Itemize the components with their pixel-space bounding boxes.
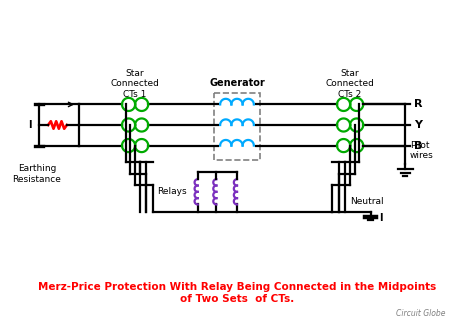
Text: B: B: [414, 140, 422, 151]
Text: Star
Connected
CTs 2: Star Connected CTs 2: [326, 69, 374, 99]
Text: Circuit Globe: Circuit Globe: [396, 308, 446, 318]
Text: Merz-Price Protection With Relay Being Connected in the Midpoints: Merz-Price Protection With Relay Being C…: [38, 282, 436, 292]
Text: Y: Y: [414, 120, 422, 130]
Text: R: R: [414, 99, 422, 110]
Text: Pilot
wires: Pilot wires: [410, 140, 434, 160]
Text: Generator: Generator: [209, 78, 265, 88]
Text: Earthing
Resistance: Earthing Resistance: [12, 164, 62, 184]
Text: I: I: [28, 120, 31, 130]
Text: Neutral: Neutral: [350, 197, 384, 206]
Bar: [214, 93, 260, 160]
Text: Relays: Relays: [157, 187, 187, 196]
Text: Star
Connected
CTs 1: Star Connected CTs 1: [110, 69, 160, 99]
Text: I: I: [379, 213, 383, 223]
Text: of Two Sets  of CTs.: of Two Sets of CTs.: [180, 294, 294, 304]
